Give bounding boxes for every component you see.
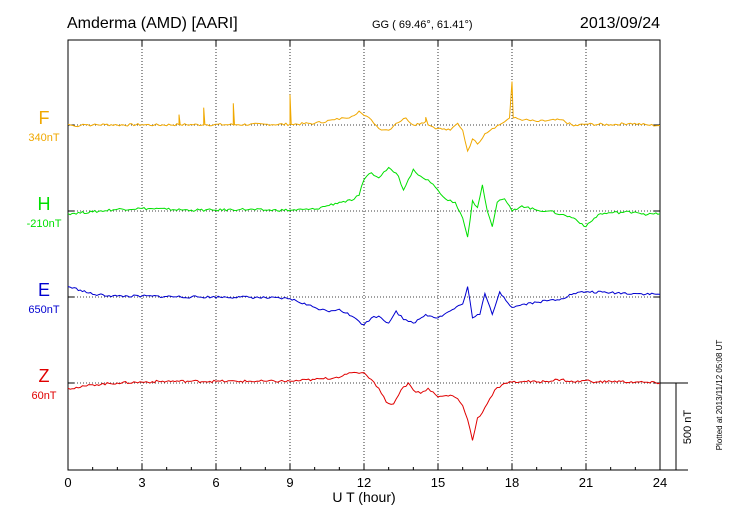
x-tick-label: 15: [431, 475, 445, 490]
x-tick-label: 9: [286, 475, 293, 490]
series-name-e: E: [38, 280, 50, 300]
x-axis: 0 3 6 9 12 15 18 21 24: [64, 40, 667, 490]
scale-label: 500 nT: [682, 410, 694, 445]
frame-ticks: [68, 39, 660, 471]
plot-frame: [67, 39, 661, 471]
x-tick-label: 12: [357, 475, 371, 490]
station-title: Amderma (AMD) [AARI]: [67, 15, 238, 32]
x-tick-label: 6: [212, 475, 219, 490]
series-name-z: Z: [39, 366, 50, 386]
series-line-z: [67, 371, 661, 441]
x-tick-label: 3: [138, 475, 145, 490]
series-labels: F 340nT H -210nT E 650nT Z 60nT: [27, 108, 62, 402]
x-tick-label: 18: [505, 475, 519, 490]
series-name-h: H: [38, 194, 51, 214]
x-tick-label: 0: [64, 475, 71, 490]
x-tick-label: 24: [653, 475, 667, 490]
date-label: 2013/09/24: [580, 15, 660, 32]
series-line-h: [67, 166, 661, 238]
x-tick-label: 21: [579, 475, 593, 490]
series-baseline-label-z: 60nT: [31, 390, 56, 402]
series-line-f: [67, 81, 661, 153]
series-baseline-label-h: -210nT: [27, 218, 62, 230]
series-baseline-label-e: 650nT: [28, 304, 59, 316]
series-traces: [67, 81, 661, 441]
scale-bar: 500 nT: [660, 382, 694, 471]
series-name-f: F: [39, 108, 50, 128]
x-axis-label: U T (hour): [332, 489, 395, 505]
coordinates-label: GG ( 69.46°, 61.41°): [372, 19, 473, 31]
vertical-gridlines: [141, 40, 587, 470]
series-baseline-label-f: 340nT: [28, 132, 59, 144]
series-line-e: [67, 286, 661, 326]
plotted-note: Plotted at 2013/11/12 05:08 UT: [715, 340, 724, 451]
